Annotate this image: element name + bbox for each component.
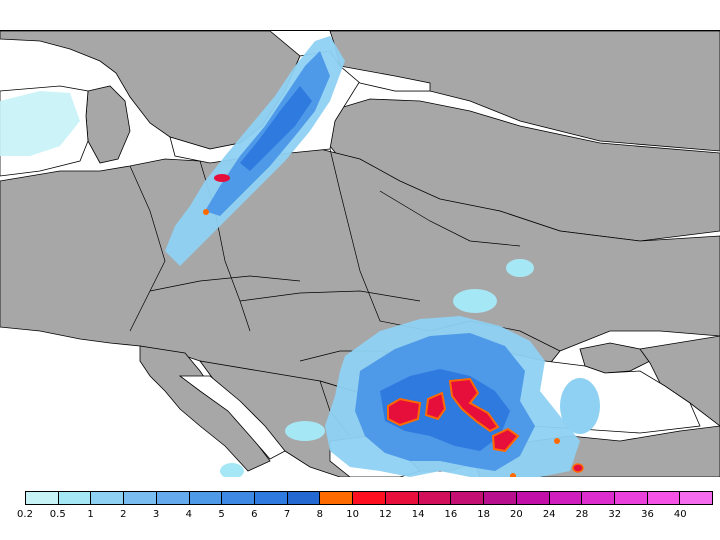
legend-label: 6: [251, 509, 258, 520]
legend-swatch: [549, 492, 583, 504]
legend-swatch: [484, 492, 517, 504]
precipitation-legend: 0.2 0.5 1 2 3 4 5 6 7 8 10 12 14 16 18 20 24 28 32 36 40: [17, 491, 713, 526]
precip-spot-turkey: [572, 463, 584, 473]
legend-swatch: [124, 492, 157, 504]
precip-spot-baltic-orange: [203, 209, 209, 215]
legend-label: 24: [542, 509, 556, 520]
legend-swatch: [189, 492, 223, 504]
precip-spot-baltic-red: [214, 174, 230, 182]
legend-label: 14: [411, 509, 425, 520]
legend-swatch: [614, 492, 648, 504]
precip-core-romania-center: [424, 391, 447, 421]
precip-patch-5: [560, 378, 600, 434]
legend-label: 2: [120, 509, 127, 520]
legend-color-bar: [25, 491, 713, 505]
precip-core-romania-east: [448, 377, 500, 433]
legend-label: 12: [379, 509, 392, 520]
legend-swatch: [320, 492, 354, 504]
legend-label: 28: [575, 509, 589, 520]
precip-core-romania-west: [387, 397, 422, 427]
legend-swatch: [255, 492, 288, 504]
legend-label: 0.2: [17, 509, 33, 520]
legend-label: 1: [87, 509, 94, 520]
legend-swatch: [222, 492, 256, 504]
legend-label: 36: [641, 509, 654, 520]
legend-swatch: [353, 492, 386, 504]
legend-swatch: [58, 492, 92, 504]
adriatic-sea: [178, 375, 286, 460]
precip-patch-2: [453, 289, 497, 313]
legend-label: 32: [608, 509, 622, 520]
precip-patch-1: [506, 259, 534, 277]
legend-label: 7: [283, 509, 291, 520]
legend-swatch: [582, 492, 615, 504]
precip-light-north-sea: [0, 91, 80, 156]
legend-label: 8: [316, 509, 324, 520]
legend-swatch: [647, 492, 681, 504]
legend-label: 3: [152, 509, 160, 520]
precipitation-layer: [0, 36, 600, 477]
legend-swatch: [385, 492, 419, 504]
legend-label: 40: [673, 509, 687, 520]
legend-swatch: [680, 492, 713, 504]
legend-swatch: [156, 492, 190, 504]
legend-label: 0.5: [49, 509, 66, 520]
precip-core-bulgaria: [491, 427, 520, 453]
legend-swatch: [91, 492, 125, 504]
precip-band-baltic-dark: [240, 86, 312, 171]
legend-label: 4: [185, 509, 192, 520]
legend-labels: 0.2 0.5 1 2 3 4 5 6 7 8 10 12 14 16 18 20 24 28 32 36 40: [17, 509, 713, 525]
precip-spot-south: [510, 473, 516, 477]
legend-label: 18: [477, 509, 491, 520]
legend-swatch: [26, 492, 59, 504]
land-layer: [0, 31, 720, 477]
legend-label: 5: [218, 509, 225, 520]
precip-patch-3: [285, 421, 325, 441]
legend-swatch: [418, 492, 452, 504]
gulf-of-finland: [338, 65, 431, 92]
legend-label: 20: [510, 509, 523, 520]
precip-patch-4: [220, 463, 244, 477]
legend-swatch: [451, 492, 485, 504]
legend-label: 10: [346, 509, 359, 520]
precipitation-map: [0, 30, 720, 477]
legend-label: 16: [444, 509, 458, 520]
precip-spot-blacksea: [554, 438, 560, 444]
map-canvas: [0, 31, 720, 477]
legend-swatch: [516, 492, 550, 504]
legend-swatch: [287, 492, 321, 504]
